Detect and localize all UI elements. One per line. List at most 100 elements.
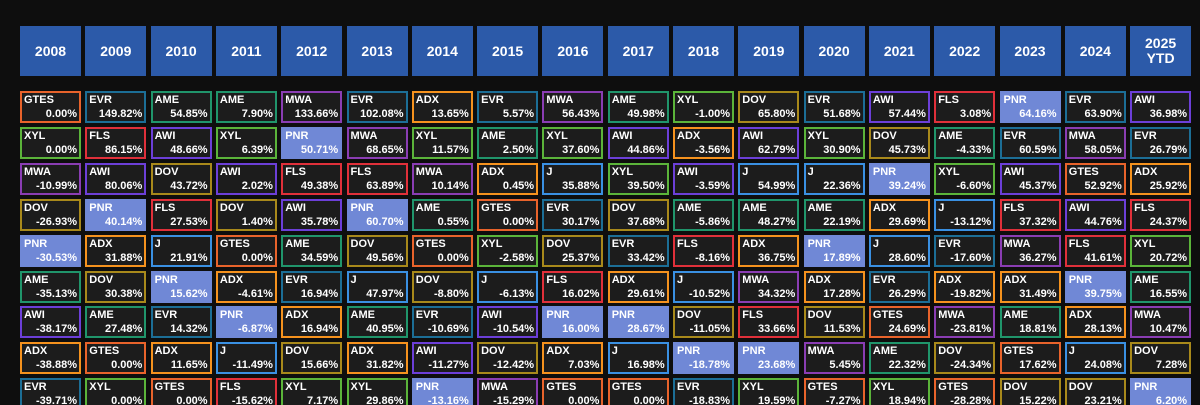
- year-header: 2017: [607, 26, 669, 76]
- ticker: GTES: [546, 381, 577, 394]
- year-header: 2009: [85, 26, 147, 76]
- ticker: ADX: [24, 345, 48, 358]
- ticker: AME: [677, 201, 702, 214]
- ticker: AME: [742, 201, 767, 214]
- ticker-tile: J 28.60%: [868, 234, 930, 267]
- ticker: J: [742, 165, 749, 178]
- return-value: 24.69%: [888, 323, 926, 336]
- return-value: -4.61%: [238, 287, 273, 300]
- return-value: 23.68%: [757, 359, 796, 372]
- ticker-tile: ADX -4.61%: [215, 270, 277, 303]
- ticker-tile: DOV 43.72%: [150, 162, 212, 195]
- year-header: 2012: [281, 26, 343, 76]
- ticker-tile: J -6.13%: [477, 270, 539, 303]
- return-value: 33.42%: [627, 251, 665, 264]
- return-value: -10.99%: [36, 179, 77, 192]
- ticker: AME: [481, 129, 506, 142]
- return-value: 0.00%: [45, 143, 77, 156]
- return-value: 40.14%: [104, 215, 143, 228]
- return-value: 16.55%: [1149, 287, 1188, 300]
- return-value: -28.28%: [950, 395, 992, 405]
- year-header: 2021: [868, 26, 930, 76]
- return-value: 62.79%: [757, 143, 796, 156]
- ticker: AWI: [677, 165, 698, 178]
- return-value: 17.28%: [823, 287, 861, 300]
- ticker: DOV: [807, 309, 832, 322]
- ticker-tile: MWA 68.65%: [346, 126, 408, 159]
- ticker-tile: MWA 34.32%: [738, 270, 800, 303]
- return-value: -12.42%: [493, 359, 535, 372]
- ticker-tile: AWI 45.37%: [999, 162, 1061, 195]
- return-value: 16.00%: [562, 323, 600, 336]
- return-value: 0.00%: [437, 251, 469, 264]
- ticker: EVR: [24, 381, 47, 394]
- ticker-tile: EVR 30.17%: [542, 198, 604, 231]
- ticker: MWA: [1003, 237, 1031, 250]
- ticker: FLS: [1003, 201, 1025, 214]
- ticker: DOV: [415, 273, 440, 286]
- return-value: 102.08%: [360, 108, 404, 120]
- ticker: MWA: [350, 129, 378, 142]
- ticker-tile: DOV -11.05%: [673, 306, 734, 339]
- ticker-tile: DOV 25.37%: [542, 234, 604, 267]
- return-value: -15.62%: [231, 395, 273, 405]
- ticker: PNR: [677, 345, 701, 358]
- ticker-tile: MWA 36.27%: [999, 234, 1061, 267]
- ticker-tile: GTES 0.00%: [85, 342, 147, 375]
- ticker-tile: AME 48.27%: [738, 198, 800, 231]
- return-value: -8.16%: [695, 251, 730, 264]
- ticker-tile: ADX 28.13%: [1064, 306, 1126, 339]
- ticker-tile: DOV 45.73%: [868, 126, 930, 159]
- year-header: 2024: [1064, 26, 1126, 76]
- ticker-tile: EVR 26.79%: [1130, 126, 1192, 159]
- return-value: 49.98%: [627, 108, 665, 120]
- return-value: 37.68%: [627, 215, 665, 228]
- ticker: AME: [611, 94, 637, 106]
- ticker: AWI: [872, 94, 894, 106]
- ticker: DOV: [219, 201, 244, 214]
- ticker: AME: [89, 309, 114, 322]
- ticker-tile: AWI 35.78%: [281, 198, 343, 231]
- ticker-tile: XYL -2.58%: [477, 234, 539, 267]
- return-value: 0.00%: [45, 108, 77, 120]
- return-value: 0.00%: [568, 395, 600, 405]
- ticker-tile: ADX 29.61%: [607, 270, 669, 303]
- ticker-tile: PNR 17.89%: [803, 234, 865, 267]
- ticker-tile: GTES 24.69%: [868, 306, 930, 339]
- ticker: PNR: [1003, 94, 1027, 106]
- ticker: FLS: [89, 129, 111, 142]
- ticker-tile: EVR 102.08%: [346, 91, 408, 123]
- ticker-tile: MWA 133.66%: [281, 91, 343, 123]
- return-value: 57.44%: [888, 108, 926, 120]
- ticker-tile: PNR 15.62%: [150, 270, 212, 303]
- ticker: ADX: [1003, 273, 1027, 286]
- ticker: FLS: [285, 165, 306, 178]
- ticker: XYL: [546, 129, 568, 142]
- ticker-tile: AME 22.32%: [868, 342, 930, 375]
- ticker-tile: GTES 0.00%: [215, 234, 277, 267]
- ticker-tile: J 16.98%: [607, 342, 669, 375]
- ticker: J: [677, 273, 684, 286]
- return-value: 6.20%: [1155, 395, 1188, 405]
- ticker-tile: J -11.49%: [215, 342, 277, 375]
- ticker: AWI: [219, 165, 241, 178]
- return-value: 56.43%: [562, 108, 600, 120]
- ticker-tile: MWA 56.43%: [542, 91, 604, 123]
- ticker: PNR: [546, 309, 570, 322]
- ticker: XYL: [89, 381, 111, 394]
- return-value: 30.17%: [562, 215, 600, 228]
- ticker-tile: XYL 39.50%: [607, 162, 669, 195]
- return-value: 17.62%: [1019, 359, 1057, 372]
- return-value: 31.88%: [104, 251, 143, 264]
- return-value: 39.75%: [1084, 287, 1122, 300]
- ticker-tile: PNR -13.16%: [411, 378, 473, 405]
- return-value: 0.00%: [111, 359, 143, 372]
- return-value: -19.82%: [950, 287, 992, 300]
- ticker-tile: DOV 1.40%: [215, 198, 277, 231]
- ticker: J: [872, 237, 880, 250]
- return-value: 7.03%: [568, 359, 600, 372]
- return-value: 33.66%: [757, 323, 796, 336]
- ticker-tile: XYL 0.00%: [85, 378, 147, 405]
- return-value: -8.80%: [433, 287, 469, 300]
- ticker-tile: EVR 5.57%: [477, 91, 539, 123]
